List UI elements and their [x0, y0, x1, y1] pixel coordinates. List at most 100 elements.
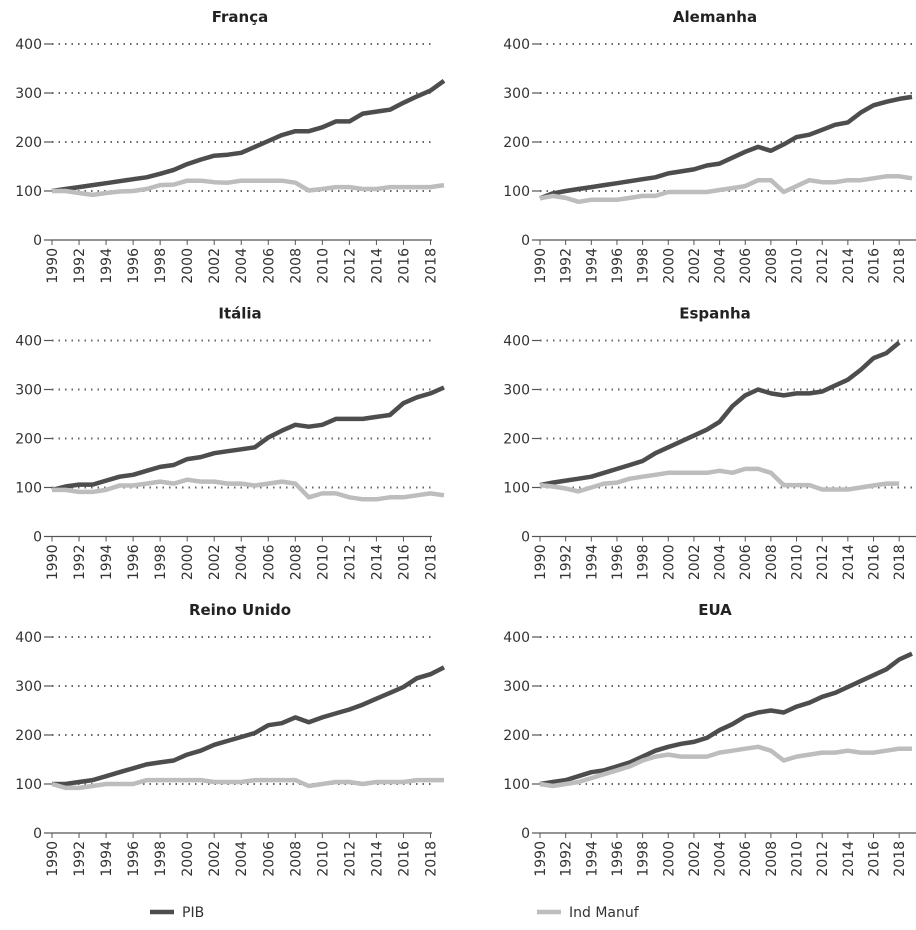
series-line [539, 340, 901, 488]
x-tick-label: 1990 [533, 545, 549, 581]
x-tick-label: 1992 [559, 841, 575, 877]
panel: Itália 0 100 200 300 400 1990 1992 1994 1996 1998 2… [15, 305, 445, 581]
x-tick-label: 2006 [261, 248, 277, 284]
y-tick-label: 300 [503, 86, 530, 102]
y-tick-label: 0 [521, 233, 530, 249]
x-tick-label: 1996 [610, 544, 626, 580]
y-tick-label: 400 [503, 630, 530, 646]
y-tick-label: 300 [503, 383, 530, 399]
y-tick-label: 0 [521, 826, 530, 842]
x-tick-label: 2000 [661, 545, 677, 581]
x-tick-label: 2016 [396, 248, 412, 284]
panel-title: Espanha [679, 305, 751, 323]
panel-title: EUA [698, 601, 732, 619]
x-tick-label: 1996 [126, 248, 142, 284]
x-tick-label: 1996 [610, 248, 626, 284]
y-tick-label: 200 [15, 432, 42, 448]
panel-title: Reino Unido [189, 601, 291, 619]
x-tick-label: 1992 [72, 545, 88, 581]
x-tick-label: 2012 [815, 248, 831, 284]
x-tick-label: 2000 [180, 841, 196, 877]
x-tick-label: 2002 [207, 545, 223, 581]
series-line [539, 94, 913, 201]
x-tick-label: 1996 [126, 544, 142, 580]
series-line [52, 178, 445, 198]
x-tick-label: 2014 [841, 841, 857, 877]
y-tick-label: 100 [503, 184, 530, 200]
x-tick-label: 1990 [533, 248, 549, 284]
y-tick-label: 200 [503, 728, 530, 744]
series-line [539, 744, 912, 789]
x-tick-label: 1990 [45, 248, 61, 284]
y-tick-label: 400 [503, 37, 530, 53]
series-line [539, 174, 913, 205]
x-tick-label: 2014 [841, 544, 857, 580]
series-line [52, 477, 445, 502]
y-tick-label: 0 [33, 530, 42, 546]
x-tick-label: 1994 [99, 841, 115, 877]
x-tick-label: 2018 [892, 248, 908, 284]
y-tick-label: 100 [15, 481, 42, 497]
x-tick-label: 2002 [687, 545, 703, 581]
y-tick-label: 400 [15, 334, 42, 350]
x-tick-label: 2016 [396, 841, 412, 877]
x-tick-label: 1990 [533, 841, 549, 877]
x-tick-label: 2008 [764, 545, 780, 581]
panel: Alemanha 0 100 200 300 400 1990 1992 1994 1996 199… [503, 8, 916, 284]
x-tick-label: 2008 [764, 841, 780, 877]
y-tick-label: 0 [33, 826, 42, 842]
x-tick-label: 2008 [288, 841, 304, 877]
panel: Reino Unido 0 100 200 300 400 1990 1992 1994 1996… [15, 601, 446, 877]
legend-label: PIB [182, 905, 204, 921]
x-tick-label: 1992 [72, 248, 88, 284]
x-tick-label: 1994 [584, 248, 600, 284]
x-tick-label: 1994 [99, 544, 115, 580]
x-tick-label: 2004 [713, 248, 729, 284]
x-tick-label: 2000 [180, 248, 196, 284]
y-tick-label: 300 [15, 679, 42, 695]
x-tick-label: 2018 [423, 248, 439, 284]
x-tick-label: 2018 [423, 841, 439, 877]
x-tick-label: 2006 [261, 544, 277, 580]
x-tick-label: 2014 [369, 544, 385, 580]
x-tick-label: 2016 [867, 544, 883, 580]
x-tick-label: 1994 [584, 544, 600, 580]
legend-label: Ind Manuf [569, 905, 640, 921]
y-tick-label: 100 [503, 777, 530, 793]
x-tick-label: 2004 [234, 248, 250, 284]
x-tick-label: 1998 [636, 545, 652, 581]
y-tick-label: 400 [15, 630, 42, 646]
y-tick-label: 300 [15, 86, 42, 102]
x-tick-label: 1998 [636, 248, 652, 284]
panel: EUA 0 100 200 300 400 1990 1992 1994 1996 1998 2000… [503, 601, 916, 877]
x-tick-label: 2008 [288, 248, 304, 284]
series-line [51, 385, 445, 493]
y-tick-label: 400 [15, 37, 42, 53]
x-tick-label: 1992 [72, 841, 88, 877]
y-tick-label: 0 [521, 530, 530, 546]
series-line [51, 78, 446, 194]
x-tick-label: 2010 [790, 545, 806, 581]
x-tick-label: 1998 [153, 248, 169, 284]
series-line [539, 651, 913, 787]
x-tick-label: 2016 [396, 544, 412, 580]
x-tick-label: 2018 [892, 545, 908, 581]
y-tick-label: 200 [15, 728, 42, 744]
x-tick-label: 1996 [126, 841, 142, 877]
panel-title: França [212, 8, 269, 26]
x-tick-label: 2008 [764, 248, 780, 284]
x-tick-label: 2002 [687, 841, 703, 877]
x-tick-label: 1990 [45, 841, 61, 877]
x-tick-label: 1994 [584, 841, 600, 877]
y-tick-label: 400 [503, 334, 530, 350]
x-tick-label: 2006 [738, 544, 754, 580]
x-tick-label: 1998 [153, 841, 169, 877]
x-tick-label: 2010 [790, 248, 806, 284]
x-tick-label: 2000 [661, 248, 677, 284]
x-tick-label: 2006 [261, 841, 277, 877]
panel: França 0 100 200 300 400 1990 1992 1994 1996 1998 2… [15, 8, 446, 284]
x-tick-label: 2006 [738, 248, 754, 284]
x-tick-label: 2008 [288, 545, 304, 581]
y-tick-label: 100 [503, 481, 530, 497]
